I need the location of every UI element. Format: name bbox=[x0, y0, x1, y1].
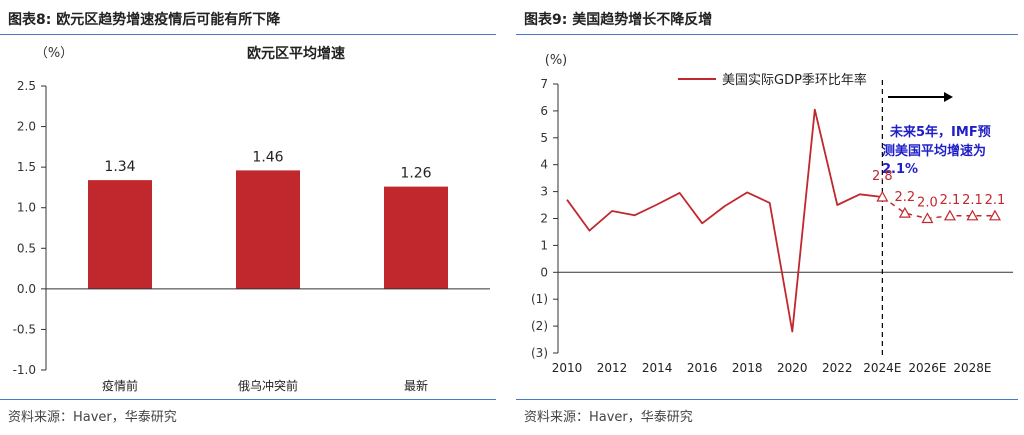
x-tick-label: 最新 bbox=[404, 378, 428, 393]
euro-area-bar-chart: 欧元区平均增速 （%） -1.0 -0.5 0.0 0.5 1.0 1.5 2.0 2.5 1… bbox=[13, 45, 490, 393]
x-tick-label: 2026E bbox=[908, 361, 946, 375]
x-tick-label: 2016 bbox=[687, 361, 718, 375]
y-tick-label: (1) bbox=[531, 292, 548, 306]
bar-value-label: 1.26 bbox=[400, 166, 431, 182]
figure-9-title: 图表9: 美国趋势增长不降反增 bbox=[524, 12, 713, 28]
x-tick-label: 2028E bbox=[953, 361, 991, 375]
x-tick-label: 2018 bbox=[732, 361, 763, 375]
forecast-marker bbox=[943, 209, 956, 221]
y-tick-label: 5 bbox=[540, 131, 548, 145]
y-tick-label: 2 bbox=[540, 212, 548, 226]
top-rule bbox=[0, 34, 496, 35]
y-tick-label: 1 bbox=[540, 238, 548, 252]
x-tick-label: 俄乌冲突前 bbox=[238, 378, 298, 393]
figure-8-source: 资料来源：Haver，华泰研究 bbox=[8, 410, 177, 425]
bar-value-label: 1.46 bbox=[252, 149, 283, 165]
bottom-rule bbox=[0, 399, 496, 400]
y-axis: (3) (2) (1) 0 1 2 3 4 5 6 7 bbox=[531, 77, 559, 360]
bar bbox=[384, 186, 448, 289]
x-tick-label: 疫情前 bbox=[102, 378, 138, 393]
y-tick-label: -1.0 bbox=[13, 363, 36, 377]
y-tick-label: 0.0 bbox=[17, 282, 36, 296]
gdp-series bbox=[566, 108, 883, 333]
bar bbox=[236, 170, 300, 289]
top-rule bbox=[516, 34, 1018, 35]
y-tick-label: (3) bbox=[531, 346, 548, 360]
forecast-value-label: 2.1 bbox=[962, 193, 983, 208]
bar bbox=[88, 180, 152, 289]
y-tick-label: 2.0 bbox=[17, 120, 36, 134]
gdp-line bbox=[566, 108, 883, 333]
chart-title: 欧元区平均增速 bbox=[247, 45, 345, 62]
forecast-series: 2.82.2 2.0 2.1 2.1 2.1 bbox=[872, 169, 1006, 224]
forecast-value-label: 2.8 bbox=[872, 169, 893, 184]
x-axis: 疫情前 俄乌冲突前 最新 bbox=[46, 288, 490, 393]
legend: 美国实际GDP季环比年率 bbox=[678, 72, 867, 88]
forecast-marker bbox=[988, 209, 1001, 221]
annotation-line-2: 测美国平均增速为 bbox=[882, 143, 986, 159]
bar-value-label: 1.34 bbox=[104, 159, 135, 175]
forecast-marker bbox=[921, 212, 934, 224]
forecast-marker bbox=[876, 190, 889, 202]
figure-8-title: 图表8: 欧元区趋势增速疫情后可能有所下降 bbox=[8, 12, 281, 28]
y-axis-unit: (%) bbox=[545, 53, 568, 68]
x-tick-label: 2014 bbox=[642, 361, 673, 375]
annotation-line-3: 2.1% bbox=[882, 162, 918, 177]
x-tick-label: 2020 bbox=[777, 361, 808, 375]
us-panel: 图表9: 美国趋势增长不降反增 (%) 美国实际GDP季环比年率 未来5年，IM… bbox=[516, 0, 1024, 435]
y-tick-label: 6 bbox=[540, 104, 548, 118]
forecast-value-label: 2.1 bbox=[985, 193, 1006, 208]
legend-label: 美国实际GDP季环比年率 bbox=[722, 72, 867, 88]
x-axis: 2010 2012 2014 2016 2018 2020 2022 2024E 2026E 20… bbox=[552, 80, 1013, 375]
forecast-marker bbox=[966, 209, 979, 221]
y-tick-label: 3 bbox=[540, 185, 548, 199]
x-tick-label: 2010 bbox=[552, 361, 583, 375]
y-tick-label: 1.0 bbox=[17, 201, 36, 215]
y-axis: -1.0 -0.5 0.0 0.5 1.0 1.5 2.0 2.5 bbox=[13, 79, 47, 377]
bottom-rule bbox=[516, 399, 1018, 400]
y-tick-label: 1.5 bbox=[17, 160, 36, 174]
arrow-icon bbox=[888, 92, 953, 102]
imf-annotation: 未来5年，IMF预 测美国平均增速为 2.1% bbox=[882, 124, 991, 177]
forecast-value-label: 2.2 bbox=[895, 190, 916, 205]
y-axis-unit: （%） bbox=[35, 46, 73, 61]
x-tick-label: 2012 bbox=[597, 361, 628, 375]
annotation-line-1: 未来5年，IMF预 bbox=[889, 124, 991, 140]
x-tick-label: 2024E bbox=[863, 361, 901, 375]
forecast-marker bbox=[898, 206, 911, 218]
bar-series: 1.34 1.46 1.26 bbox=[88, 149, 448, 289]
forecast-value-label: 2.0 bbox=[917, 196, 938, 211]
forecast-value-label: 2.1 bbox=[940, 193, 961, 208]
us-gdp-line-chart: (%) 美国实际GDP季环比年率 未来5年，IMF预 测美国平均增速为 2.1%… bbox=[531, 53, 1013, 375]
x-tick-label: 2022 bbox=[822, 361, 853, 375]
y-tick-label: 0.5 bbox=[17, 241, 36, 255]
y-tick-label: 2.5 bbox=[17, 79, 36, 93]
y-tick-label: (2) bbox=[531, 319, 548, 333]
forecast-line bbox=[881, 196, 995, 220]
y-tick-label: 0 bbox=[540, 265, 548, 279]
figure-9-source: 资料来源：Haver，华泰研究 bbox=[524, 410, 693, 425]
y-tick-label: 7 bbox=[540, 77, 548, 91]
y-tick-label: 4 bbox=[540, 158, 548, 172]
y-tick-label: -0.5 bbox=[13, 322, 36, 336]
euro-area-panel: 图表8: 欧元区趋势增速疫情后可能有所下降 欧元区平均增速 （%） -1.0 -0… bbox=[0, 0, 502, 435]
